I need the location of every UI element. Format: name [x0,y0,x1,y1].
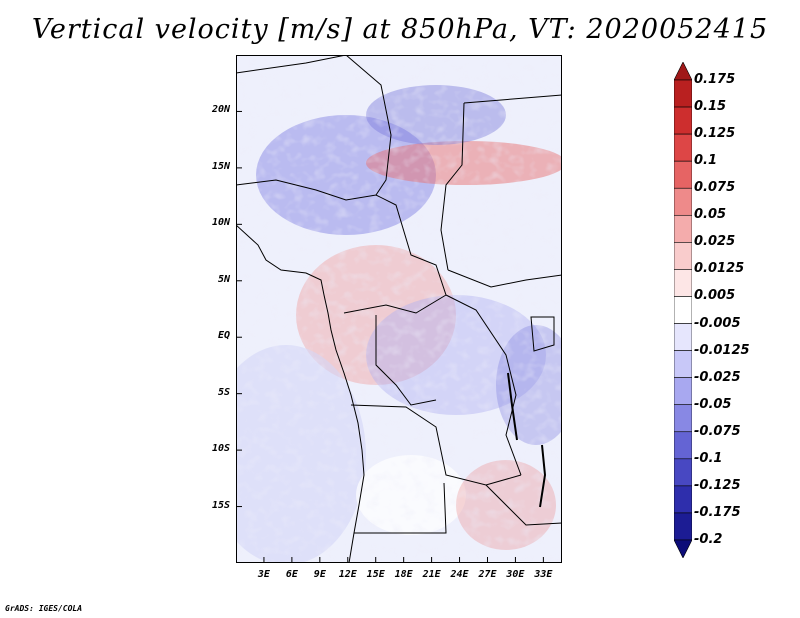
colorbar-segment-16 [674,485,692,514]
longitude-ticks [263,557,544,563]
colorbar-segment-15 [674,458,692,487]
lon-label-24E: 24E [450,569,469,580]
lake-victoria [530,316,555,352]
colorbar-segment-12 [674,377,692,406]
coastlines-and-borders [236,55,562,563]
border-d [440,102,465,271]
lat-label-15S: 15S [211,499,230,511]
lat-label-20N: 20N [211,104,230,116]
colorbar-segment-11 [674,350,692,378]
colorbar-segment-13 [674,404,692,433]
colorbar [674,62,692,558]
colorbar-label: -0.0125 [694,342,750,358]
border-i [350,404,522,486]
colorbar-segment-14 [674,431,692,460]
lat-label-10N: 10N [211,217,230,229]
border-g [375,315,437,406]
colorbar-segment-17 [674,512,692,541]
colorbar-segment-6 [674,214,692,243]
border-e [447,269,562,288]
colorbar-label: 0.15 [694,99,727,115]
colorbar-label: 0.025 [694,234,736,250]
colorbar-label: 0.005 [694,288,736,304]
colorbar-label: -0.175 [694,504,741,520]
border-a [345,55,392,196]
lat-label-15N: 15N [211,160,230,172]
map-frame [236,55,562,563]
grads-credit: GrADS: IGES/COLA [5,604,83,613]
colorbar-segment-4 [674,160,692,189]
lon-label-12E: 12E [338,569,357,580]
lon-label-30E: 30E [506,569,525,580]
border-k [485,484,562,526]
colorbar-segment-10 [674,323,692,351]
lon-label-9E: 9E [313,569,326,580]
colorbar-label: -0.075 [694,423,741,439]
lat-label-EQ: EQ [217,330,230,342]
lon-label-18E: 18E [394,569,413,580]
colorbar-segment-9 [674,296,692,324]
northern-border-line [236,55,347,74]
colorbar-segment-1 [674,79,692,108]
lon-label-27E: 27E [478,569,497,580]
plot-title: Vertical velocity [m/s] at 850hPa, VT: 2… [31,14,769,45]
border-f [343,294,447,314]
latitude-ticks [236,110,242,508]
lon-label-21E: 21E [422,569,441,580]
lon-label-15E: 15E [366,569,385,580]
lon-label-3E: 3E [257,569,270,580]
colorbar-label: 0.075 [694,180,736,196]
lake-tanganyika [507,372,518,441]
colorbar-label: 0.125 [694,126,736,142]
border-c [463,94,562,104]
colorbar-label: -0.005 [694,315,741,331]
vertical-velocity-map [236,55,562,563]
lat-label-5S: 5S [217,386,230,398]
colorbar-label: 0.0125 [694,261,745,277]
border-b [236,179,447,296]
colorbar-label: -0.025 [694,369,741,385]
lon-label-33E: 33E [534,569,553,580]
colorbar-segment-3 [674,133,692,162]
field-noise-texture [236,55,562,563]
colorbar-label: 0.175 [694,72,736,87]
lake-malawi [539,444,547,508]
colorbar-segment-7 [674,242,692,270]
colorbar-label: -0.05 [694,396,732,412]
colorbar-segment-0 [674,62,692,81]
border-j [354,482,447,534]
colorbar-segment-18 [674,539,692,558]
lat-label-5N: 5N [217,273,230,285]
lon-label-6E: 6E [285,569,298,580]
colorbar-label: -0.1 [694,450,723,466]
colorbar-label: -0.2 [694,532,723,547]
colorbar-segment-5 [674,187,692,216]
border-h [445,294,522,476]
west-africa-coastline [236,224,365,563]
lat-label-10S: 10S [211,443,230,455]
colorbar-label: 0.1 [694,153,718,169]
colorbar-label: -0.125 [694,477,741,493]
colorbar-segment-8 [674,269,692,297]
colorbar-label: 0.05 [694,207,727,223]
colorbar-segment-2 [674,106,692,135]
